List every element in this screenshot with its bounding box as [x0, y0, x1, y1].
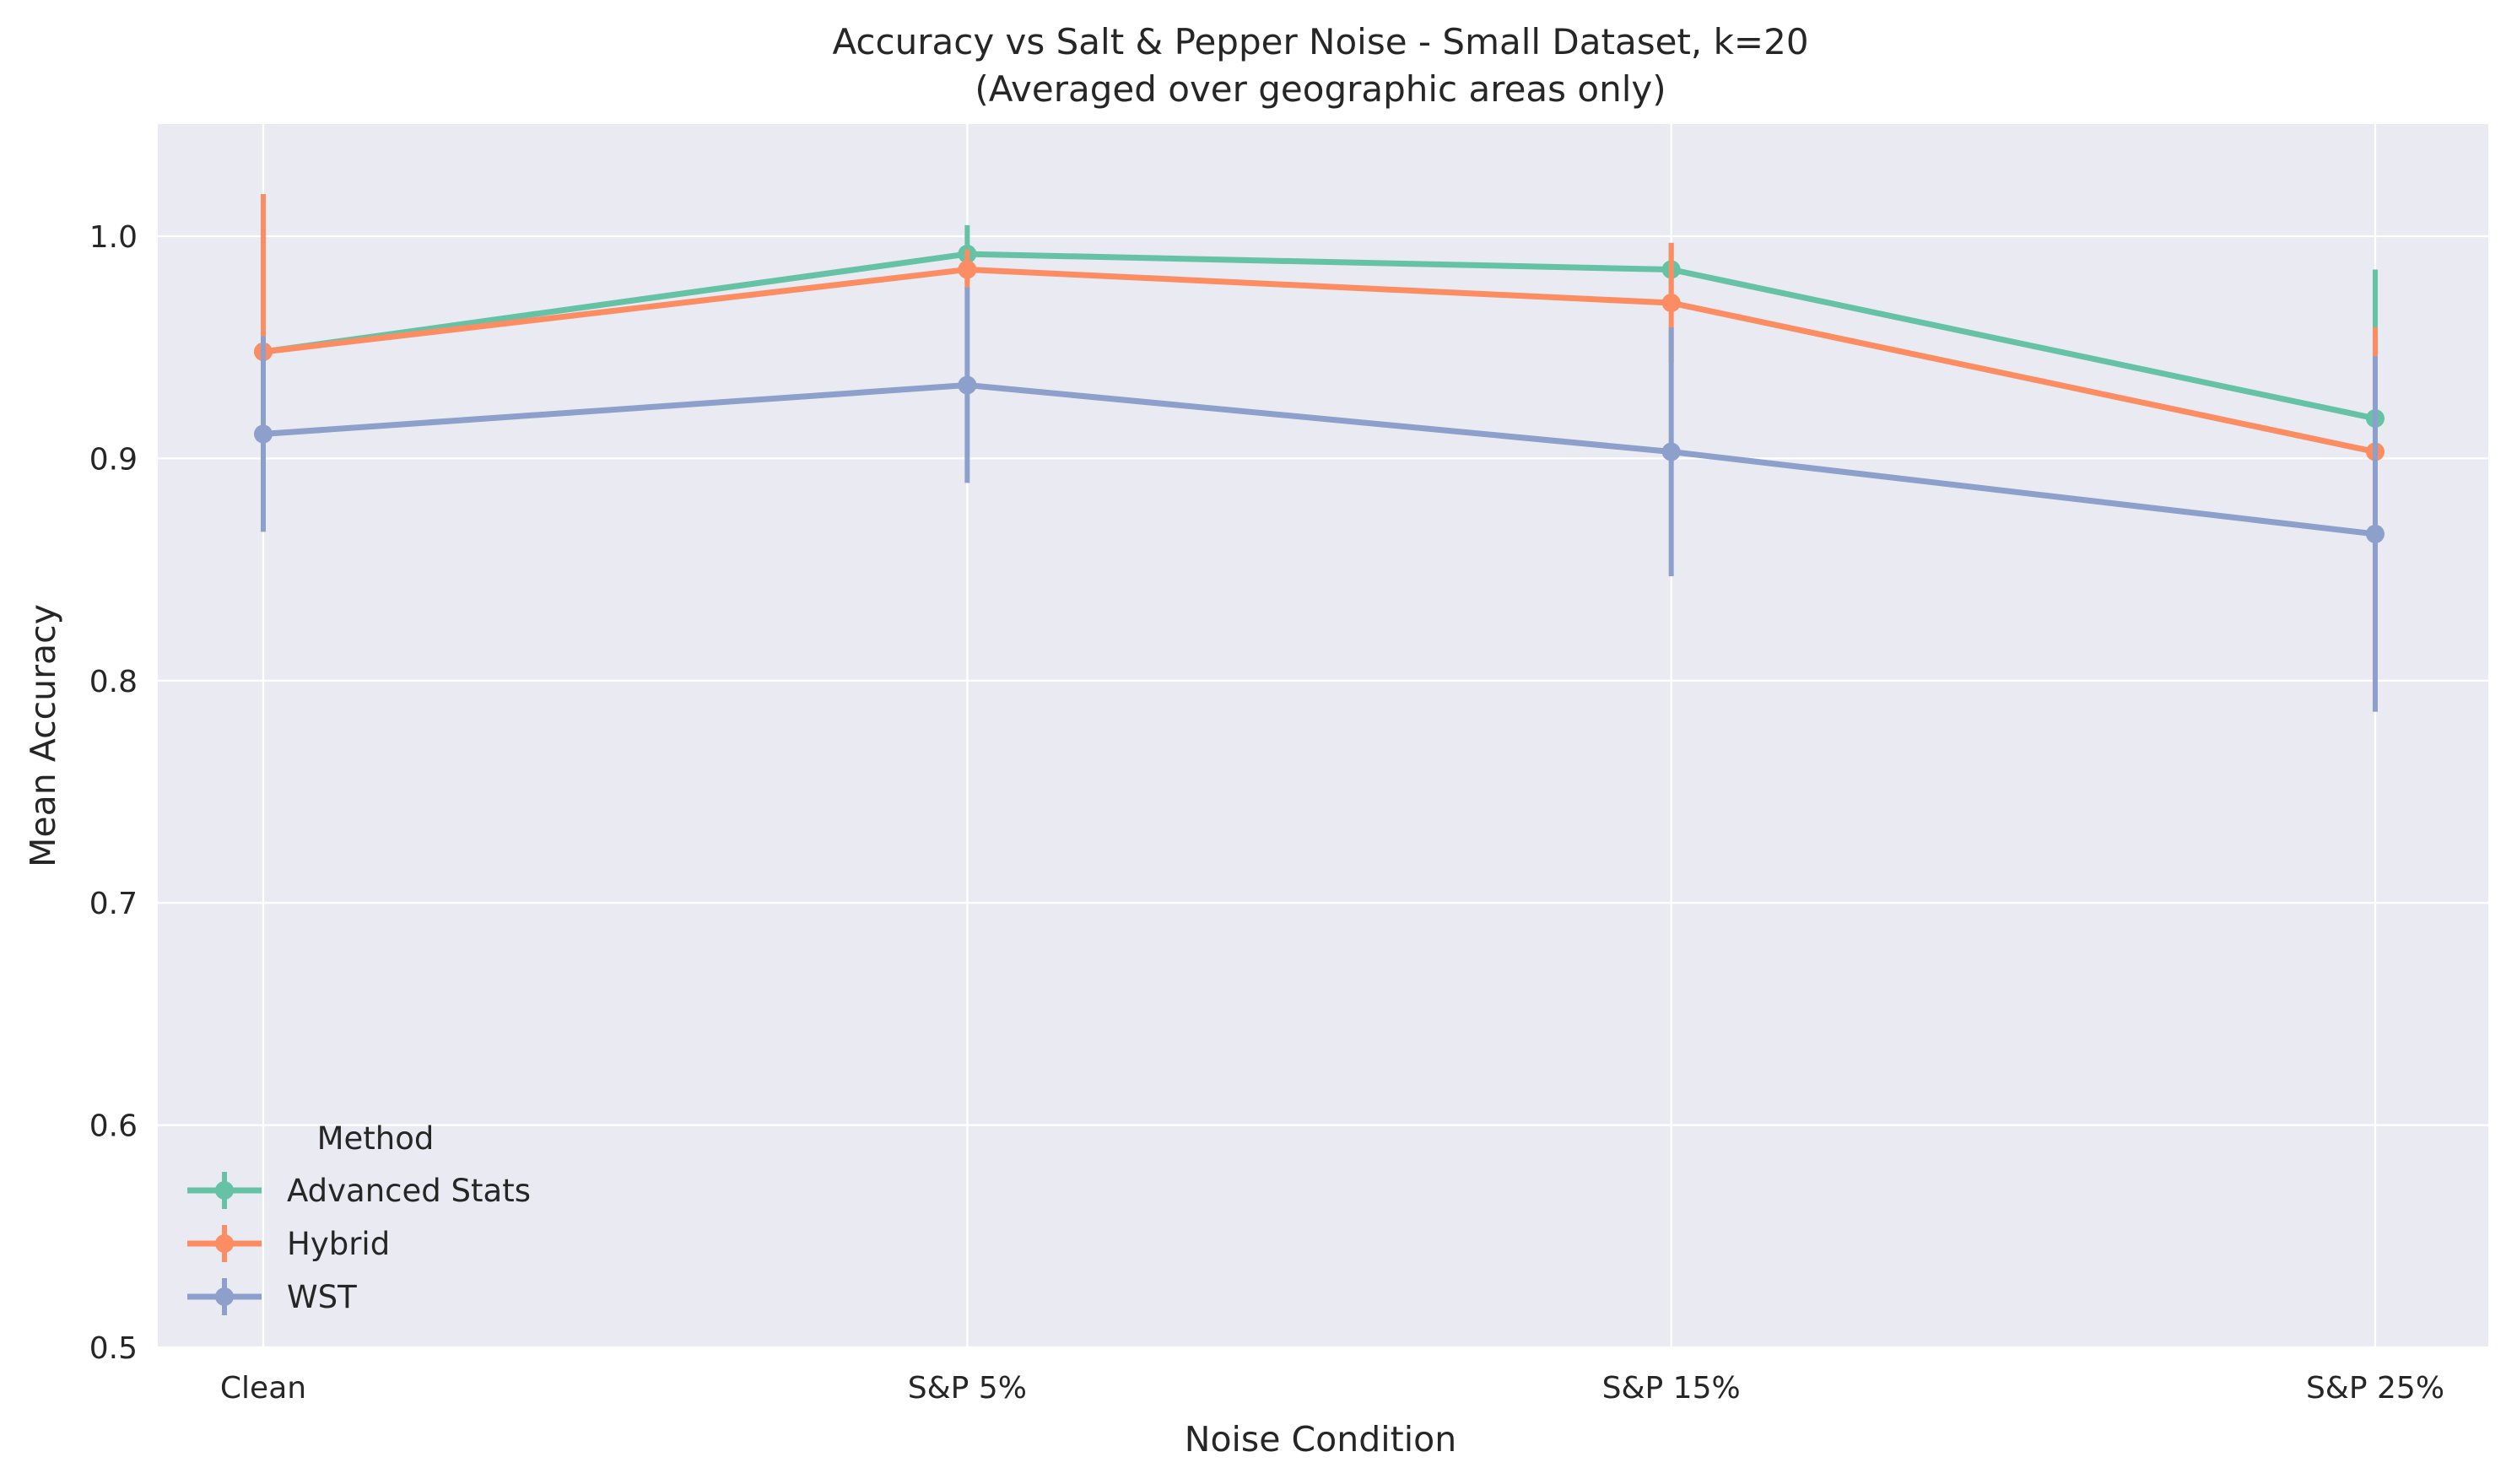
legend-item-hybrid: Hybrid [187, 1225, 390, 1262]
legend: Method Advanced Stats Hybrid WST [187, 1120, 531, 1315]
series-line-advanced-stats [260, 251, 2379, 422]
series-layer [254, 193, 2384, 712]
y-tick-label: 0.7 [89, 887, 138, 921]
data-point-hybrid [958, 260, 977, 279]
x-tick-label: S&P 25% [2306, 1371, 2444, 1406]
y-axis-label: Mean Accuracy [23, 604, 63, 867]
y-tick-label: 0.6 [89, 1109, 138, 1144]
y-tick-label: 1.0 [89, 220, 138, 255]
plot-area [158, 124, 2488, 1347]
chart-subtitle: (Averaged over geographic areas only) [975, 68, 1666, 110]
x-axis-label: Noise Condition [1185, 1419, 1456, 1460]
legend-marker [215, 1234, 234, 1253]
x-tick-label: S&P 15% [1602, 1371, 1741, 1406]
y-tick-label: 0.8 [89, 665, 138, 699]
series-line-hybrid [260, 267, 2379, 455]
data-point-wst [958, 375, 977, 395]
x-tick-label: S&P 5% [908, 1371, 1027, 1406]
legend-item-wst: WST [187, 1278, 357, 1315]
legend-marker [215, 1181, 234, 1200]
data-point-wst [254, 424, 273, 444]
legend-title: Method [317, 1120, 435, 1157]
legend-label: WST [287, 1279, 357, 1315]
chart-title: Accuracy vs Salt & Pepper Noise - Small … [832, 21, 1808, 62]
series-line-wst [260, 381, 2379, 537]
legend-marker [215, 1287, 234, 1306]
tick-labels: 0.5 0.6 0.7 0.8 0.9 1.0 Clean S&P 5% S&P 15% S&P … [89, 220, 2444, 1406]
data-point-wst [2366, 524, 2384, 543]
data-point-wst [1661, 442, 1681, 461]
legend-label: Hybrid [287, 1226, 390, 1262]
y-tick-label: 0.9 [89, 442, 138, 477]
legend-label: Advanced Stats [287, 1173, 531, 1209]
legend-item-advanced-stats: Advanced Stats [187, 1172, 531, 1209]
series-wst [254, 287, 2384, 712]
x-tick-label: Clean [220, 1371, 306, 1406]
data-point-hybrid [1661, 294, 1681, 313]
y-tick-label: 0.5 [89, 1331, 138, 1366]
